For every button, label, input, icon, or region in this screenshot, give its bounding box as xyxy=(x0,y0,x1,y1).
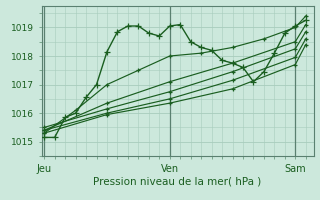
X-axis label: Pression niveau de la mer( hPa ): Pression niveau de la mer( hPa ) xyxy=(93,176,262,186)
